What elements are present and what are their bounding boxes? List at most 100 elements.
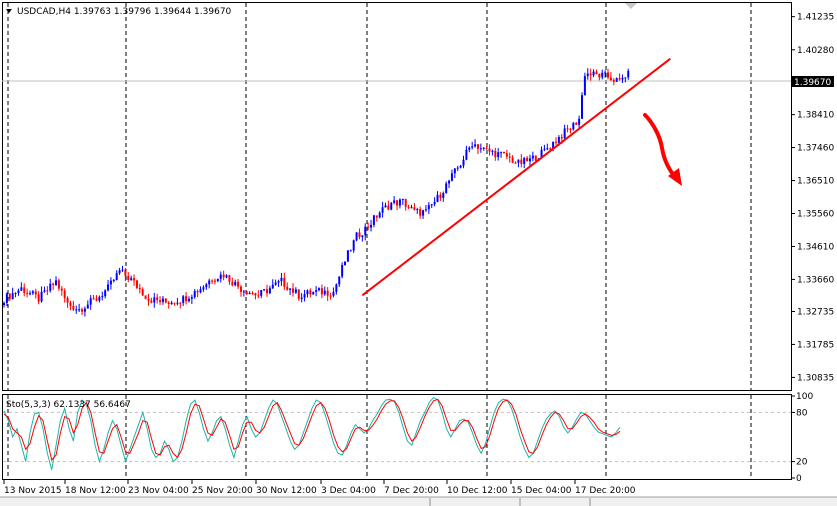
candle-body	[410, 207, 413, 209]
candle-body	[526, 157, 529, 162]
collapse-triangle-icon[interactable]	[6, 9, 12, 13]
candle-body	[20, 287, 23, 291]
candle-body	[239, 286, 242, 292]
candle-body	[3, 302, 5, 306]
stoch-tick-label: 0	[796, 474, 802, 484]
candle-body	[367, 226, 370, 228]
candle-body	[563, 128, 566, 139]
candle-body	[199, 289, 202, 293]
candle-body	[589, 73, 592, 76]
candle-body	[167, 302, 170, 304]
candle-body	[572, 122, 575, 130]
candle-body	[344, 261, 347, 266]
candle-body	[505, 153, 508, 157]
candle-body	[474, 144, 477, 147]
candle-body	[346, 250, 349, 262]
candle-body	[390, 202, 393, 210]
stoch-axis: 100 80 20 0	[791, 392, 813, 484]
candle-body	[14, 292, 17, 294]
candle-body	[66, 297, 69, 303]
time-tick-label: 25 Nov 20:00	[192, 486, 253, 496]
price-tick-label: 1.30835	[797, 373, 834, 383]
candle-body	[508, 156, 511, 158]
candle-body	[234, 281, 237, 286]
down-arrow-icon[interactable]	[643, 113, 678, 180]
candle-body	[482, 147, 485, 149]
candle-body	[107, 284, 110, 291]
candle-body	[442, 193, 445, 198]
candle-body	[101, 296, 104, 298]
candle-body	[621, 77, 624, 80]
candle-body	[179, 302, 182, 304]
candle-body	[185, 296, 188, 302]
candle-body	[228, 275, 231, 282]
candle-body	[60, 288, 63, 291]
candle-body	[583, 76, 586, 96]
candle-body	[265, 289, 268, 294]
candle-body	[89, 298, 92, 305]
candle-body	[72, 305, 75, 310]
candle-body	[335, 284, 338, 292]
stoch-header-text: Sto(5,3,3) 62.1337 56.6467	[6, 400, 131, 410]
stoch-tick-label: 20	[796, 458, 808, 468]
candle-body	[173, 302, 176, 304]
candle-body	[95, 298, 98, 301]
candle-body	[104, 290, 107, 297]
candle-body	[398, 199, 401, 206]
candle-body	[156, 297, 159, 301]
candle-body	[557, 137, 560, 143]
candle-body	[546, 148, 549, 150]
candle-body	[604, 72, 607, 74]
candle-body	[121, 269, 124, 271]
candle-body	[78, 309, 81, 311]
candle-body	[75, 309, 78, 311]
price-tick-label: 1.33660	[797, 275, 834, 285]
price-tick-label: 1.35560	[797, 209, 834, 219]
time-tick-label: 13 Nov 2015	[4, 486, 62, 496]
candle-body	[86, 304, 89, 309]
candle-body	[69, 302, 72, 306]
price-tick-label: 1.31785	[797, 340, 834, 350]
candle-body	[430, 204, 433, 206]
candle-body	[341, 265, 344, 277]
candle-body	[98, 296, 101, 301]
candle-body	[607, 72, 610, 78]
candle-body	[315, 290, 318, 292]
shift-marker-icon[interactable]	[625, 3, 637, 9]
candle-body	[242, 291, 245, 293]
stoch-tick-label: 100	[796, 392, 813, 402]
candle-body	[124, 269, 127, 276]
candle-body	[476, 144, 479, 149]
candle-body	[8, 293, 11, 300]
candle-body	[268, 288, 271, 294]
candle-body	[494, 150, 497, 158]
candle-body	[468, 147, 471, 150]
candle-body	[323, 290, 326, 295]
candle-body	[618, 78, 621, 80]
candle-body	[384, 205, 387, 208]
candle-body	[55, 280, 58, 285]
candle-body	[150, 300, 153, 303]
candle-body	[453, 168, 456, 174]
candle-body	[424, 209, 427, 211]
candle-body	[378, 212, 381, 218]
candle-body	[208, 280, 211, 285]
price-tick-label: 1.36510	[797, 177, 834, 187]
candle-body	[592, 71, 595, 76]
candle-body	[615, 78, 618, 82]
candle-body	[5, 293, 8, 303]
bottom-bar	[0, 497, 837, 506]
candle-body	[109, 280, 112, 285]
candle-body	[352, 240, 355, 251]
candle-body	[370, 224, 373, 228]
candle-body	[601, 72, 604, 78]
candle-body	[286, 286, 289, 290]
candle-body	[190, 297, 193, 299]
time-tick-label: 30 Nov 12:00	[256, 486, 317, 496]
candle-body	[11, 293, 14, 300]
candle-body	[318, 288, 321, 291]
candle-body	[161, 298, 164, 302]
trendline[interactable]	[361, 57, 671, 297]
